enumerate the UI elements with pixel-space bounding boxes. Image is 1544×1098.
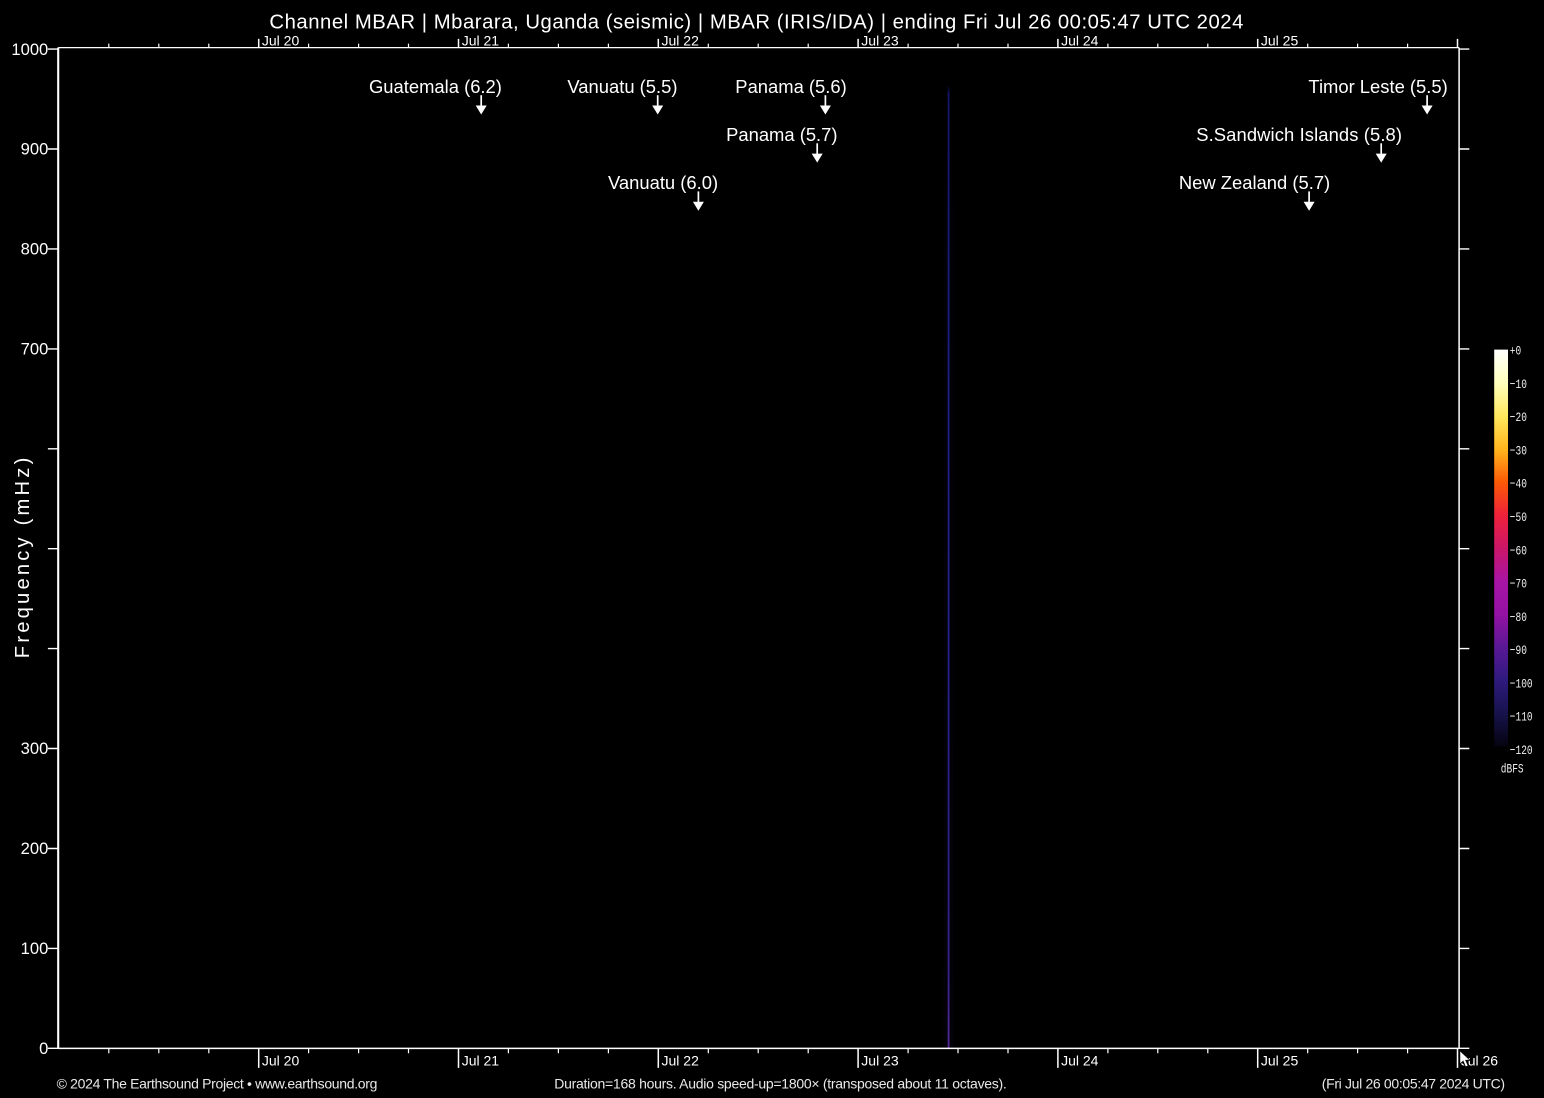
svg-text:Jul 23: Jul 23 xyxy=(861,33,899,49)
svg-text:−20: −20 xyxy=(1510,411,1527,426)
svg-text:300: 300 xyxy=(21,739,49,758)
svg-text:700: 700 xyxy=(21,340,49,359)
svg-text:Jul 20: Jul 20 xyxy=(262,33,300,49)
svg-text:Jul 25: Jul 25 xyxy=(1261,33,1299,49)
svg-text:Guatemala (6.2): Guatemala (6.2) xyxy=(369,76,502,97)
svg-text:−100: −100 xyxy=(1510,677,1533,692)
svg-text:dBFS: dBFS xyxy=(1501,762,1524,777)
svg-text:+0: +0 xyxy=(1510,344,1521,359)
svg-text:800: 800 xyxy=(21,240,49,259)
svg-text:Frequency (mHz): Frequency (mHz) xyxy=(12,458,34,659)
svg-text:Jul 26: Jul 26 xyxy=(1461,1053,1499,1069)
svg-text:Duration=168 hours. Audio spee: Duration=168 hours. Audio speed-up=1800×… xyxy=(554,1076,1007,1092)
svg-text:Jul 23: Jul 23 xyxy=(861,1053,899,1069)
svg-text:Timor Leste (5.5): Timor Leste (5.5) xyxy=(1308,76,1447,97)
svg-text:−120: −120 xyxy=(1510,744,1533,759)
svg-text:Channel MBAR | Mbarara, Uganda: Channel MBAR | Mbarara, Uganda (seismic)… xyxy=(269,12,1243,34)
svg-text:Jul 20: Jul 20 xyxy=(262,1053,300,1069)
svg-text:Vanuatu (6.0): Vanuatu (6.0) xyxy=(608,172,718,193)
svg-text:Jul 21: Jul 21 xyxy=(462,33,500,49)
svg-text:0: 0 xyxy=(39,1039,48,1058)
svg-text:200: 200 xyxy=(21,839,49,858)
svg-text:1000: 1000 xyxy=(11,40,48,59)
svg-text:−110: −110 xyxy=(1510,710,1533,725)
svg-text:Jul 24: Jul 24 xyxy=(1061,1053,1099,1069)
svg-text:−70: −70 xyxy=(1510,577,1527,592)
svg-text:Jul 24: Jul 24 xyxy=(1061,33,1099,49)
svg-text:−30: −30 xyxy=(1510,444,1527,459)
svg-text:Jul 22: Jul 22 xyxy=(662,1053,700,1069)
svg-text:900: 900 xyxy=(21,140,49,159)
svg-text:−60: −60 xyxy=(1510,544,1527,559)
svg-text:−80: −80 xyxy=(1510,610,1527,625)
svg-text:© 2024 The Earthsound Project: © 2024 The Earthsound Project • www.eart… xyxy=(57,1076,378,1092)
svg-text:−40: −40 xyxy=(1510,477,1527,492)
svg-text:−90: −90 xyxy=(1510,644,1527,659)
svg-text:Jul 25: Jul 25 xyxy=(1261,1053,1299,1069)
svg-text:Jul 22: Jul 22 xyxy=(662,33,700,49)
svg-text:100: 100 xyxy=(21,939,49,958)
svg-text:−10: −10 xyxy=(1510,378,1527,393)
svg-text:(Fri Jul 26 00:05:47 2024 UTC): (Fri Jul 26 00:05:47 2024 UTC) xyxy=(1322,1076,1505,1092)
svg-text:Vanuatu (5.5): Vanuatu (5.5) xyxy=(567,76,677,97)
svg-text:S.Sandwich Islands (5.8): S.Sandwich Islands (5.8) xyxy=(1196,124,1402,145)
svg-text:−50: −50 xyxy=(1510,511,1527,526)
svg-text:Panama (5.6): Panama (5.6) xyxy=(735,76,846,97)
svg-text:Panama (5.7): Panama (5.7) xyxy=(726,124,837,145)
svg-text:New Zealand (5.7): New Zealand (5.7) xyxy=(1179,172,1330,193)
svg-text:Jul 21: Jul 21 xyxy=(462,1053,500,1069)
